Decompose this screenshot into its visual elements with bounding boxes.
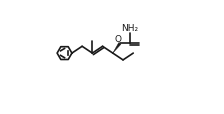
Text: O: O — [115, 34, 122, 43]
Text: NH₂: NH₂ — [121, 24, 139, 33]
Polygon shape — [113, 43, 121, 54]
